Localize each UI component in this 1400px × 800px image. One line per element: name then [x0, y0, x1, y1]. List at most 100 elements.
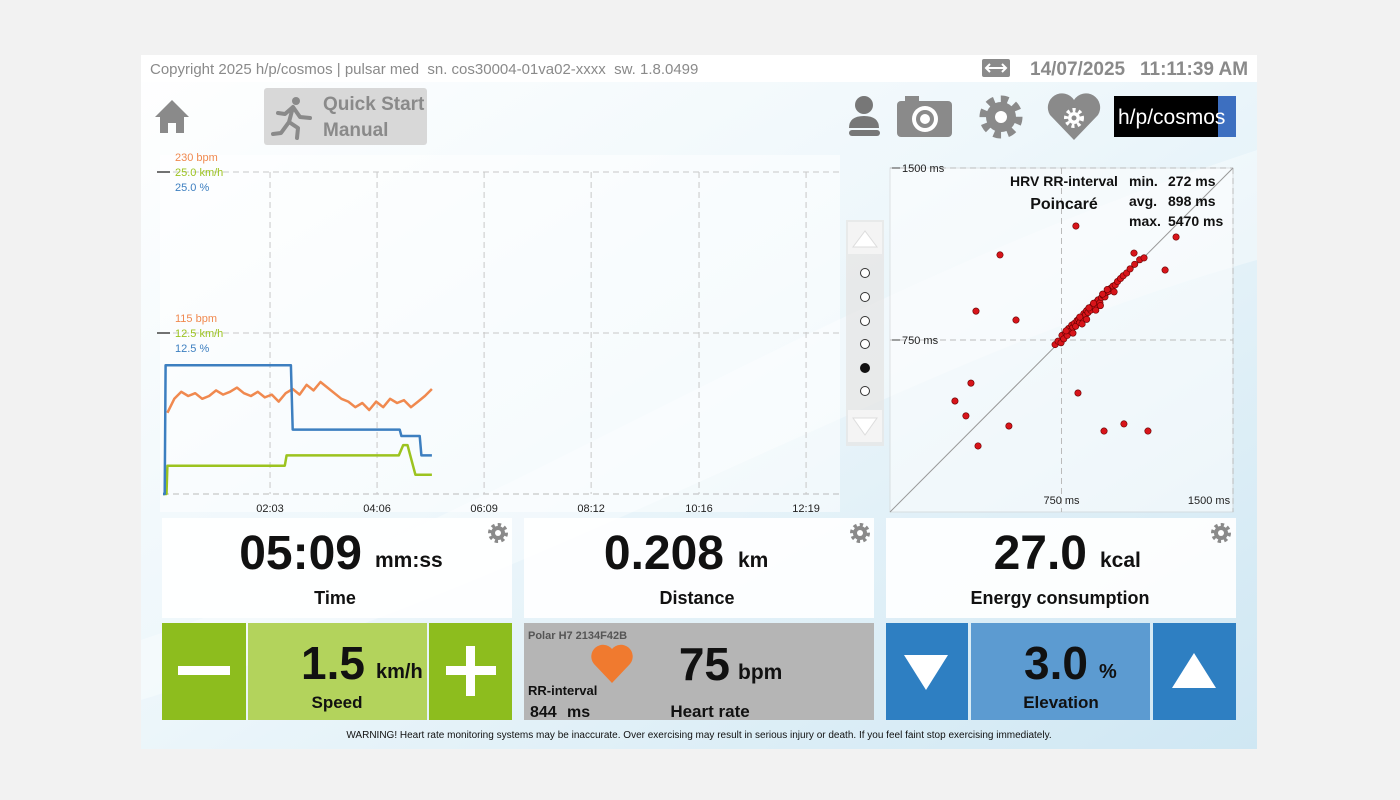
x-tick-label: 06:09 — [470, 503, 498, 515]
y-tick-label: 12.5 % — [175, 343, 209, 355]
rr-point — [1005, 422, 1013, 430]
rr-point — [1083, 315, 1091, 323]
tile-label: Time — [314, 588, 356, 608]
user-button[interactable] — [849, 96, 880, 136]
x-tick-label: 750 ms — [1043, 495, 1080, 507]
poincare-title: HRV RR-interval — [1010, 173, 1118, 189]
page-dot[interactable] — [860, 386, 870, 396]
elevation-tile: 3.0 % Elevation — [886, 623, 1236, 720]
tile-settings[interactable] — [488, 523, 508, 543]
rr-point — [1120, 420, 1128, 428]
rr-point — [1096, 302, 1104, 310]
copyright: Copyright 2025 h/p/cosmos | pulsar med s… — [150, 61, 698, 78]
y-tick-label: 25.0 % — [175, 182, 209, 194]
rr-point — [951, 397, 959, 405]
tile-label: Energy consumption — [970, 588, 1149, 608]
rr-label: RR-interval — [528, 683, 597, 698]
tile-settings[interactable] — [1211, 523, 1231, 543]
button-label: Quick Start — [323, 94, 425, 115]
page-dot[interactable] — [860, 268, 870, 278]
rr-point — [1099, 290, 1107, 298]
rr-point — [972, 307, 980, 315]
trend-line — [163, 363, 432, 496]
tile-label: Distance — [659, 588, 734, 608]
tile-unit: km/h — [376, 661, 423, 683]
speed-minus-button[interactable] — [162, 623, 246, 720]
tile-unit: bpm — [738, 661, 782, 684]
quick-start-button[interactable]: Quick Start Manual — [264, 88, 427, 145]
rr-point — [962, 412, 970, 420]
rr-point — [1103, 286, 1111, 294]
heart-settings-button[interactable] — [1047, 93, 1101, 140]
rr-point — [1076, 313, 1084, 321]
stat-value: 272 ms — [1168, 173, 1216, 189]
heart-icon — [591, 644, 633, 683]
date: 14/07/2025 — [1030, 59, 1126, 80]
rr-point — [996, 251, 1004, 259]
page-dot-active[interactable] — [860, 363, 870, 373]
trend-line — [163, 443, 432, 496]
tile-label: Elevation — [1023, 693, 1099, 712]
sensor-name: Polar H7 2134F42B — [528, 630, 627, 642]
tile-unit: mm:ss — [375, 549, 443, 572]
tile-settings[interactable] — [850, 523, 870, 543]
tile-unit: km — [738, 549, 768, 572]
y-tick-label: 12.5 km/h — [175, 328, 223, 340]
speed-plus-button[interactable] — [429, 623, 512, 720]
tile-value: 05:09 — [239, 527, 362, 580]
page-up-button[interactable] — [848, 222, 882, 254]
rr-point — [1172, 233, 1180, 241]
time: 11:11:39 AM — [1140, 59, 1248, 80]
rr-point — [1144, 427, 1152, 435]
rr-point — [1069, 329, 1077, 337]
rr-point — [1062, 327, 1070, 335]
elevation-display — [971, 623, 1150, 720]
rr-point — [1072, 222, 1080, 230]
settings-button[interactable] — [979, 95, 1023, 139]
rr-point — [1126, 265, 1134, 273]
page-dot[interactable] — [860, 316, 870, 326]
logo: h/p/cosmos — [1114, 96, 1236, 137]
rr-point — [1161, 266, 1169, 274]
rr-point — [1078, 320, 1086, 328]
rr-point — [1074, 389, 1082, 397]
y-tick-label: 115 bpm — [175, 313, 217, 325]
x-tick-label: 08:12 — [577, 503, 605, 515]
distance-tile: 0.208 km Distance — [524, 518, 874, 618]
rr-point — [1085, 304, 1093, 312]
stat-label: avg. — [1129, 193, 1157, 209]
trend-chart: 02:03 04:06 06:09 08:12 10:16 12:19 115 bpm 230… — [157, 152, 840, 515]
page-dot[interactable] — [860, 339, 870, 349]
rr-point — [974, 442, 982, 450]
tile-value: 75 — [679, 638, 730, 690]
tile-value: 27.0 — [994, 527, 1087, 580]
stat-value: 5470 ms — [1168, 213, 1223, 229]
warning: WARNING! Heart rate monitoring systems m… — [346, 730, 1051, 741]
nav-panel — [846, 220, 884, 446]
button-label: Manual — [323, 120, 388, 141]
x-tick-label: 12:19 — [792, 503, 820, 515]
tile-value: 3.0 — [1024, 637, 1088, 689]
y-tick-label: 750 ms — [902, 335, 939, 347]
elevation-down-button[interactable] — [886, 623, 968, 720]
camera-button[interactable] — [897, 96, 952, 137]
time-tile: 05:09 mm:ss Time — [162, 518, 512, 618]
elevation-up-button[interactable] — [1153, 623, 1236, 720]
home-button[interactable] — [155, 100, 189, 133]
speed-display — [248, 623, 427, 720]
tile-value: 1.5 — [301, 637, 365, 689]
tile-unit: % — [1099, 661, 1117, 683]
rr-point — [1090, 299, 1098, 307]
page-dot[interactable] — [860, 292, 870, 302]
rr-point — [1092, 306, 1100, 314]
rr-point — [1130, 249, 1138, 257]
rr-point — [1131, 260, 1139, 268]
tile-label: Speed — [311, 693, 362, 712]
rr-point — [967, 379, 975, 387]
stat-label: max. — [1129, 213, 1161, 229]
rr-point — [1110, 288, 1118, 296]
rr-point — [1100, 427, 1108, 435]
page-down-button[interactable] — [848, 410, 882, 442]
